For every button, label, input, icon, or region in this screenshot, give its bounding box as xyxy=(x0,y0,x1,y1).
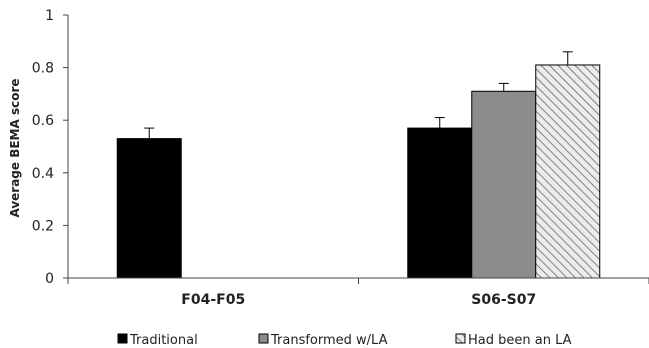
y-axis-ticks: 0 0.2 0.4 0.6 0.8 1 xyxy=(32,8,68,287)
bar-had-been-an-la-s06-s07 xyxy=(535,64,601,279)
x-tick-label-f04-f05: F04-F05 xyxy=(181,292,245,308)
legend-swatch-had-been-la xyxy=(455,333,466,344)
bars xyxy=(116,64,601,279)
bar-transformed-w-la-s06-s07 xyxy=(471,90,537,279)
y-tick-label-0: 0 xyxy=(45,271,54,287)
bar-traditional-s06-s07 xyxy=(407,127,473,279)
x-axis-ticks xyxy=(67,278,649,284)
y-axis-title: Average BEMA score xyxy=(8,78,22,217)
bar-traditional-f04-f05 xyxy=(116,138,182,279)
legend-label-transformed: Transformed w/LA xyxy=(270,333,388,348)
y-tick-label-4: 0.8 xyxy=(32,61,54,77)
legend-swatch-transformed xyxy=(258,333,269,344)
legend-label-had-been-la: Had been an LA xyxy=(468,333,572,348)
x-tick-label-s06-s07: S06-S07 xyxy=(471,292,536,308)
y-tick-label-3: 0.6 xyxy=(32,113,54,129)
legend-label-traditional: Traditional xyxy=(129,333,198,348)
legend: Traditional Transformed w/LA Had been an… xyxy=(117,333,572,348)
error-bars xyxy=(144,51,573,139)
y-tick-label-1: 0.2 xyxy=(32,218,54,234)
y-tick-label-5: 1 xyxy=(45,8,54,24)
legend-swatch-traditional xyxy=(117,333,128,344)
y-tick-label-2: 0.4 xyxy=(32,166,54,182)
